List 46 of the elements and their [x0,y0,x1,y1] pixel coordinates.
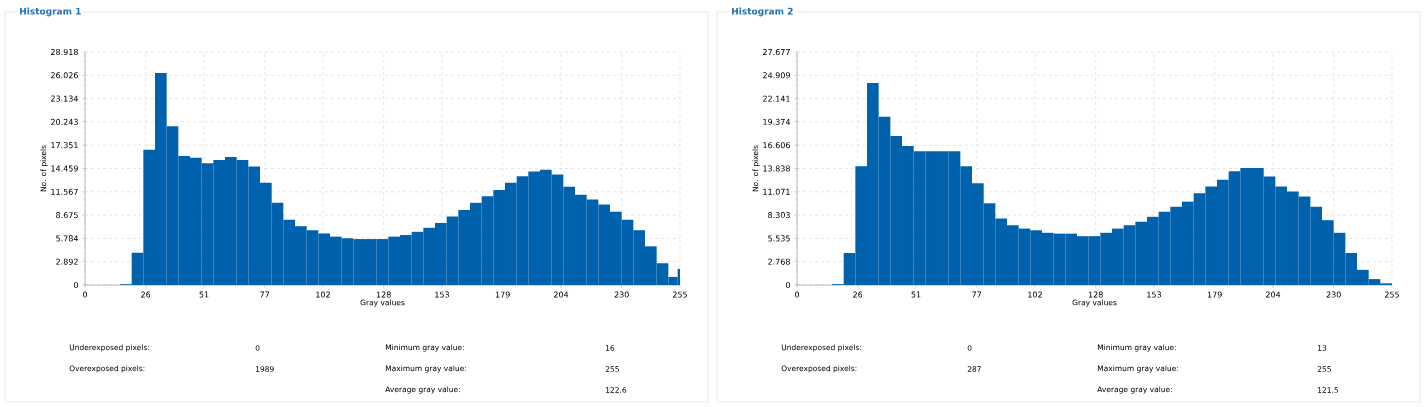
y-tick-label: 26.026 [51,72,78,79]
y-tick-label: 8.675 [56,212,78,219]
y-tick-label: 2.892 [56,258,78,265]
y-tick-label: 24.909 [763,72,790,79]
x-tick-label: 102 [1028,291,1042,298]
y-tick-label: 20.243 [51,118,78,125]
x-tick-label: 77 [972,291,982,298]
x-tick-label: 179 [1207,291,1222,298]
x-tick-label: 77 [260,291,270,298]
chart-title: Histogram 2 [732,7,793,17]
y-tick-label: 5.535 [768,235,790,242]
chart-title: Histogram 1 [20,7,81,17]
x-tick-label: 128 [1088,291,1103,298]
x-tick-label: 51 [199,291,209,298]
x-tick-label: 153 [435,291,449,298]
x-tick-label: 102 [316,291,330,298]
y-tick-label: 17.351 [51,142,78,149]
y-tick-label: 14.459 [51,165,78,172]
x-tick-label: 51 [911,291,921,298]
y-tick-label: 0 [785,281,790,289]
x-tick-label: 128 [376,291,391,298]
x-tick-label: 204 [1265,291,1281,298]
x-tick-label: 179 [495,291,510,298]
y-tick-label: 28.918 [51,48,78,56]
x-tick-label: 26 [141,291,151,298]
y-tick-label: 23.134 [51,95,79,102]
y-tick-label: 16.606 [763,142,790,149]
y-tick-label: 11.071 [763,188,790,195]
y-tick-label: 19.374 [763,118,791,125]
y-tick-label: 27.677 [763,48,790,56]
y-tick-label: 5.784 [56,235,79,242]
x-tick-label: 230 [1326,291,1341,298]
x-tick-label: 153 [1147,291,1162,298]
y-tick-label: 22.141 [763,95,790,102]
y-tick-label: 2.768 [768,258,790,265]
x-tick-label: 0 [795,291,800,298]
y-tick-label: 11.567 [51,188,78,195]
x-tick-label: 230 [614,291,629,298]
y-tick-label: 0 [73,281,78,289]
x-tick-label: 0 [82,291,88,298]
y-tick-label: 8.303 [768,212,790,219]
x-tick-label: 26 [853,291,863,298]
y-tick-label: 13.838 [763,165,790,172]
x-tick-label: 204 [553,291,569,298]
x-tick-label: 255 [1384,291,1399,298]
x-tick-label: 255 [672,291,687,298]
